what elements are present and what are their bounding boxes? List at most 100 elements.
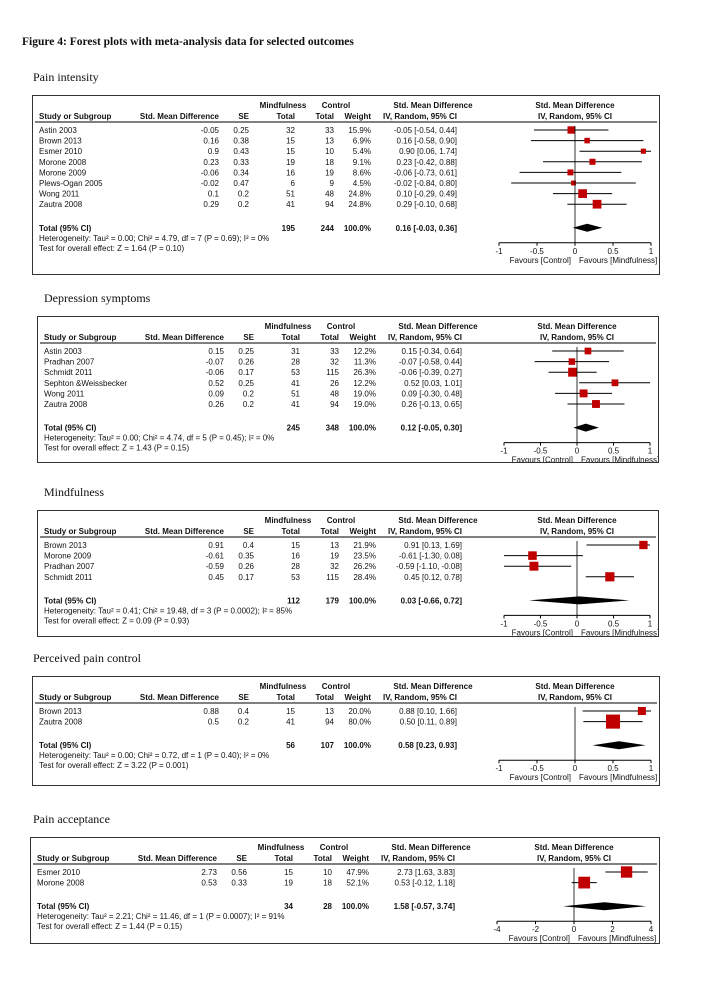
study-se: 0.56 (231, 868, 247, 877)
forest-plot-pain-acceptance: Mindfulness Control Std. Mean Difference St… (30, 837, 660, 944)
study-name: Schmidt 2011 (44, 368, 93, 377)
se-header: SE (243, 527, 254, 536)
axis-tick-label: 0 (575, 619, 580, 628)
study-weight: 15.9% (348, 126, 371, 135)
study-total-group: 15 (286, 137, 295, 146)
axis-tick-label: 4 (649, 925, 654, 934)
study-total-control: 48 (330, 389, 339, 398)
study-weight: 19.0% (353, 400, 376, 409)
study-total-group: 19 (284, 879, 293, 888)
study-weight: 28.4% (353, 573, 376, 582)
ci-header: IV, Random, 95% CI (383, 112, 457, 121)
total-weight: 100.0% (349, 424, 376, 433)
total-label: Total (95% CI) (44, 424, 97, 433)
study-marker (571, 180, 576, 186)
study-se: 0.17 (238, 368, 254, 377)
study-name: Astin 2003 (44, 347, 82, 356)
weight-header: Weight (349, 333, 376, 342)
study-smd: -0.06 (201, 168, 220, 177)
ci-header: IV, Random, 95% CI (381, 854, 455, 863)
favours-control-label: Favours [Control] (510, 773, 571, 782)
axis-tick-label: 1 (649, 247, 654, 256)
study-se: 0.47 (233, 179, 249, 188)
study-ci: 0.53 [-0.12, 1.18] (395, 879, 456, 888)
study-smd: 0.29 (203, 200, 219, 209)
study-total-control: 19 (330, 552, 339, 561)
plot-subtitle: IV, Random, 95% CI (537, 854, 611, 863)
study-header: Study or Subgroup (44, 527, 117, 536)
study-weight: 52.1% (346, 879, 369, 888)
ci-header: IV, Random, 95% CI (388, 527, 462, 536)
study-name: Morone 2008 (39, 158, 87, 167)
study-se: 0.26 (238, 358, 254, 367)
axis-tick-label: -1 (495, 764, 503, 773)
total-group: 112 (287, 596, 300, 605)
study-total-group: 41 (286, 718, 295, 727)
study-name: Plews-Ogan 2005 (39, 179, 103, 188)
study-marker (592, 400, 600, 408)
heterogeneity-text: Heterogeneity: Tau² = 0.00; Chi² = 4.74,… (44, 434, 274, 443)
axis-tick-label: 0 (572, 925, 577, 934)
smd-column-title: Std. Mean Difference (391, 843, 471, 852)
total-control: 244 (321, 224, 335, 233)
study-smd: 0.45 (208, 573, 224, 582)
study-total-control: 94 (325, 718, 334, 727)
favours-control-label: Favours [Control] (510, 256, 571, 265)
overall-effect-text: Test for overall effect: Z = 1.43 (P = 0… (44, 444, 189, 453)
total-group: 245 (287, 424, 301, 433)
total-group: 34 (284, 902, 293, 911)
total-header-control: Total (315, 693, 334, 702)
study-name: Pradhan 2007 (44, 358, 95, 367)
study-marker (605, 714, 621, 729)
study-se: 0.4 (238, 707, 250, 716)
study-total-group: 6 (291, 179, 296, 188)
heterogeneity-text: Heterogeneity: Tau² = 0.41; Chi² = 19.48… (44, 606, 292, 615)
study-se: 0.25 (233, 126, 249, 135)
study-se: 0.2 (238, 200, 250, 209)
study-total-control: 33 (325, 126, 334, 135)
smd-header: Std. Mean Difference (138, 854, 218, 863)
section-title-perceived-pain-control: Perceived pain control (33, 651, 141, 665)
weight-header: Weight (344, 693, 371, 702)
study-header: Study or Subgroup (44, 333, 117, 342)
axis-tick-label: 1 (648, 447, 653, 456)
study-marker (567, 169, 574, 176)
total-group: 195 (282, 224, 296, 233)
forest-svg: Mindfulness Control Std. Mean Difference St… (40, 322, 658, 462)
study-ci: -0.06 [-0.73, 0.61] (394, 168, 457, 177)
section-title-depression-symptoms: Depression symptoms (44, 291, 151, 305)
study-marker (579, 389, 588, 398)
study-name: Wong 2011 (44, 389, 85, 398)
axis-tick-label: 0 (573, 247, 578, 256)
plot-subtitle: IV, Random, 95% CI (538, 112, 612, 121)
study-total-group: 16 (286, 168, 295, 177)
study-se: 0.17 (238, 573, 254, 582)
study-name: Pradhan 2007 (44, 562, 95, 571)
plot-subtitle: IV, Random, 95% CI (540, 333, 614, 342)
forest-svg: Mindfulness Control Std. Mean Difference St… (33, 843, 657, 943)
favours-mindfulness-label: Favours [Mindfulness] (581, 456, 658, 462)
plot-subtitle: IV, Random, 95% CI (540, 527, 614, 536)
smd-header: Std. Mean Difference (145, 333, 225, 342)
study-marker (578, 876, 591, 889)
total-control: 348 (326, 424, 340, 433)
group-header: Mindfulness (260, 101, 307, 110)
study-total-control: 10 (325, 147, 334, 156)
study-total-group: 28 (291, 358, 300, 367)
total-ci: 1.58 [-0.57, 3.74] (394, 902, 456, 911)
study-total-group: 32 (286, 126, 295, 135)
study-marker (592, 199, 602, 209)
study-marker (640, 148, 646, 154)
study-weight: 5.4% (353, 147, 371, 156)
study-total-group: 41 (291, 379, 300, 388)
total-header-group: Total (281, 333, 300, 342)
overall-effect-text: Test for overall effect: Z = 3.22 (P = 0… (39, 761, 189, 770)
study-smd: 0.88 (203, 707, 219, 716)
study-se: 0.4 (243, 541, 255, 550)
favours-control-label: Favours [Control] (509, 934, 570, 943)
study-se: 0.26 (238, 562, 254, 571)
study-se: 0.43 (233, 147, 249, 156)
study-name: Esmer 2010 (39, 147, 83, 156)
total-header-group: Total (276, 693, 295, 702)
total-control: 179 (326, 596, 340, 605)
